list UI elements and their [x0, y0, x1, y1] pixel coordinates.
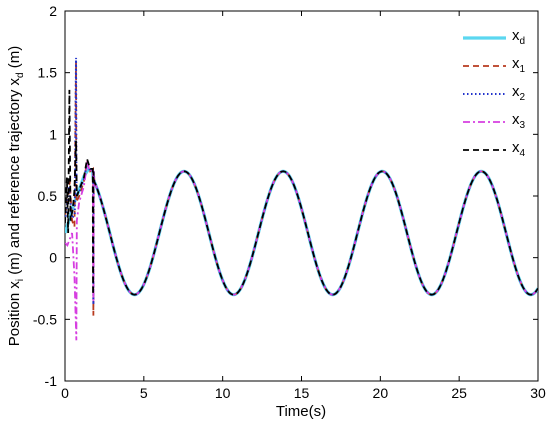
y-tick-label: -1 — [45, 373, 58, 389]
ticks-layer: 0 5 10 15 20 25 30 -1 -0.5 0 0.5 1 1.5 2 — [33, 3, 546, 401]
x-tick-label: 30 — [530, 385, 546, 401]
legend-label: x3 — [512, 111, 526, 131]
x-tick-label: 20 — [373, 385, 389, 401]
x-axis-label: Time(s) — [276, 403, 326, 420]
y-tick-label: -0.5 — [33, 311, 57, 327]
legend-label: xd — [512, 27, 525, 47]
y-tick-label: 1 — [49, 126, 57, 142]
x-tick-label: 10 — [215, 385, 231, 401]
x-tick-label: 25 — [451, 385, 467, 401]
series-layer — [65, 57, 538, 341]
y-tick-label: 2 — [49, 3, 57, 19]
x-tick-label: 0 — [61, 385, 69, 401]
legend-label: x1 — [512, 55, 526, 75]
x-tick-label: 5 — [140, 385, 148, 401]
y-tick-label: 1.5 — [38, 65, 58, 81]
legend-label: x2 — [512, 83, 526, 103]
y-tick-label: 0 — [49, 250, 57, 266]
x-tick-label: 15 — [294, 385, 310, 401]
legend: xd x1 x2 x3 x4 — [463, 27, 526, 159]
y-tick-label: 0.5 — [38, 188, 58, 204]
series-line-x4 — [65, 89, 538, 296]
plot-area — [64, 10, 539, 382]
y-axis-label: Position xi (m) and reference trajectory… — [6, 46, 26, 346]
legend-label: x4 — [512, 139, 526, 159]
